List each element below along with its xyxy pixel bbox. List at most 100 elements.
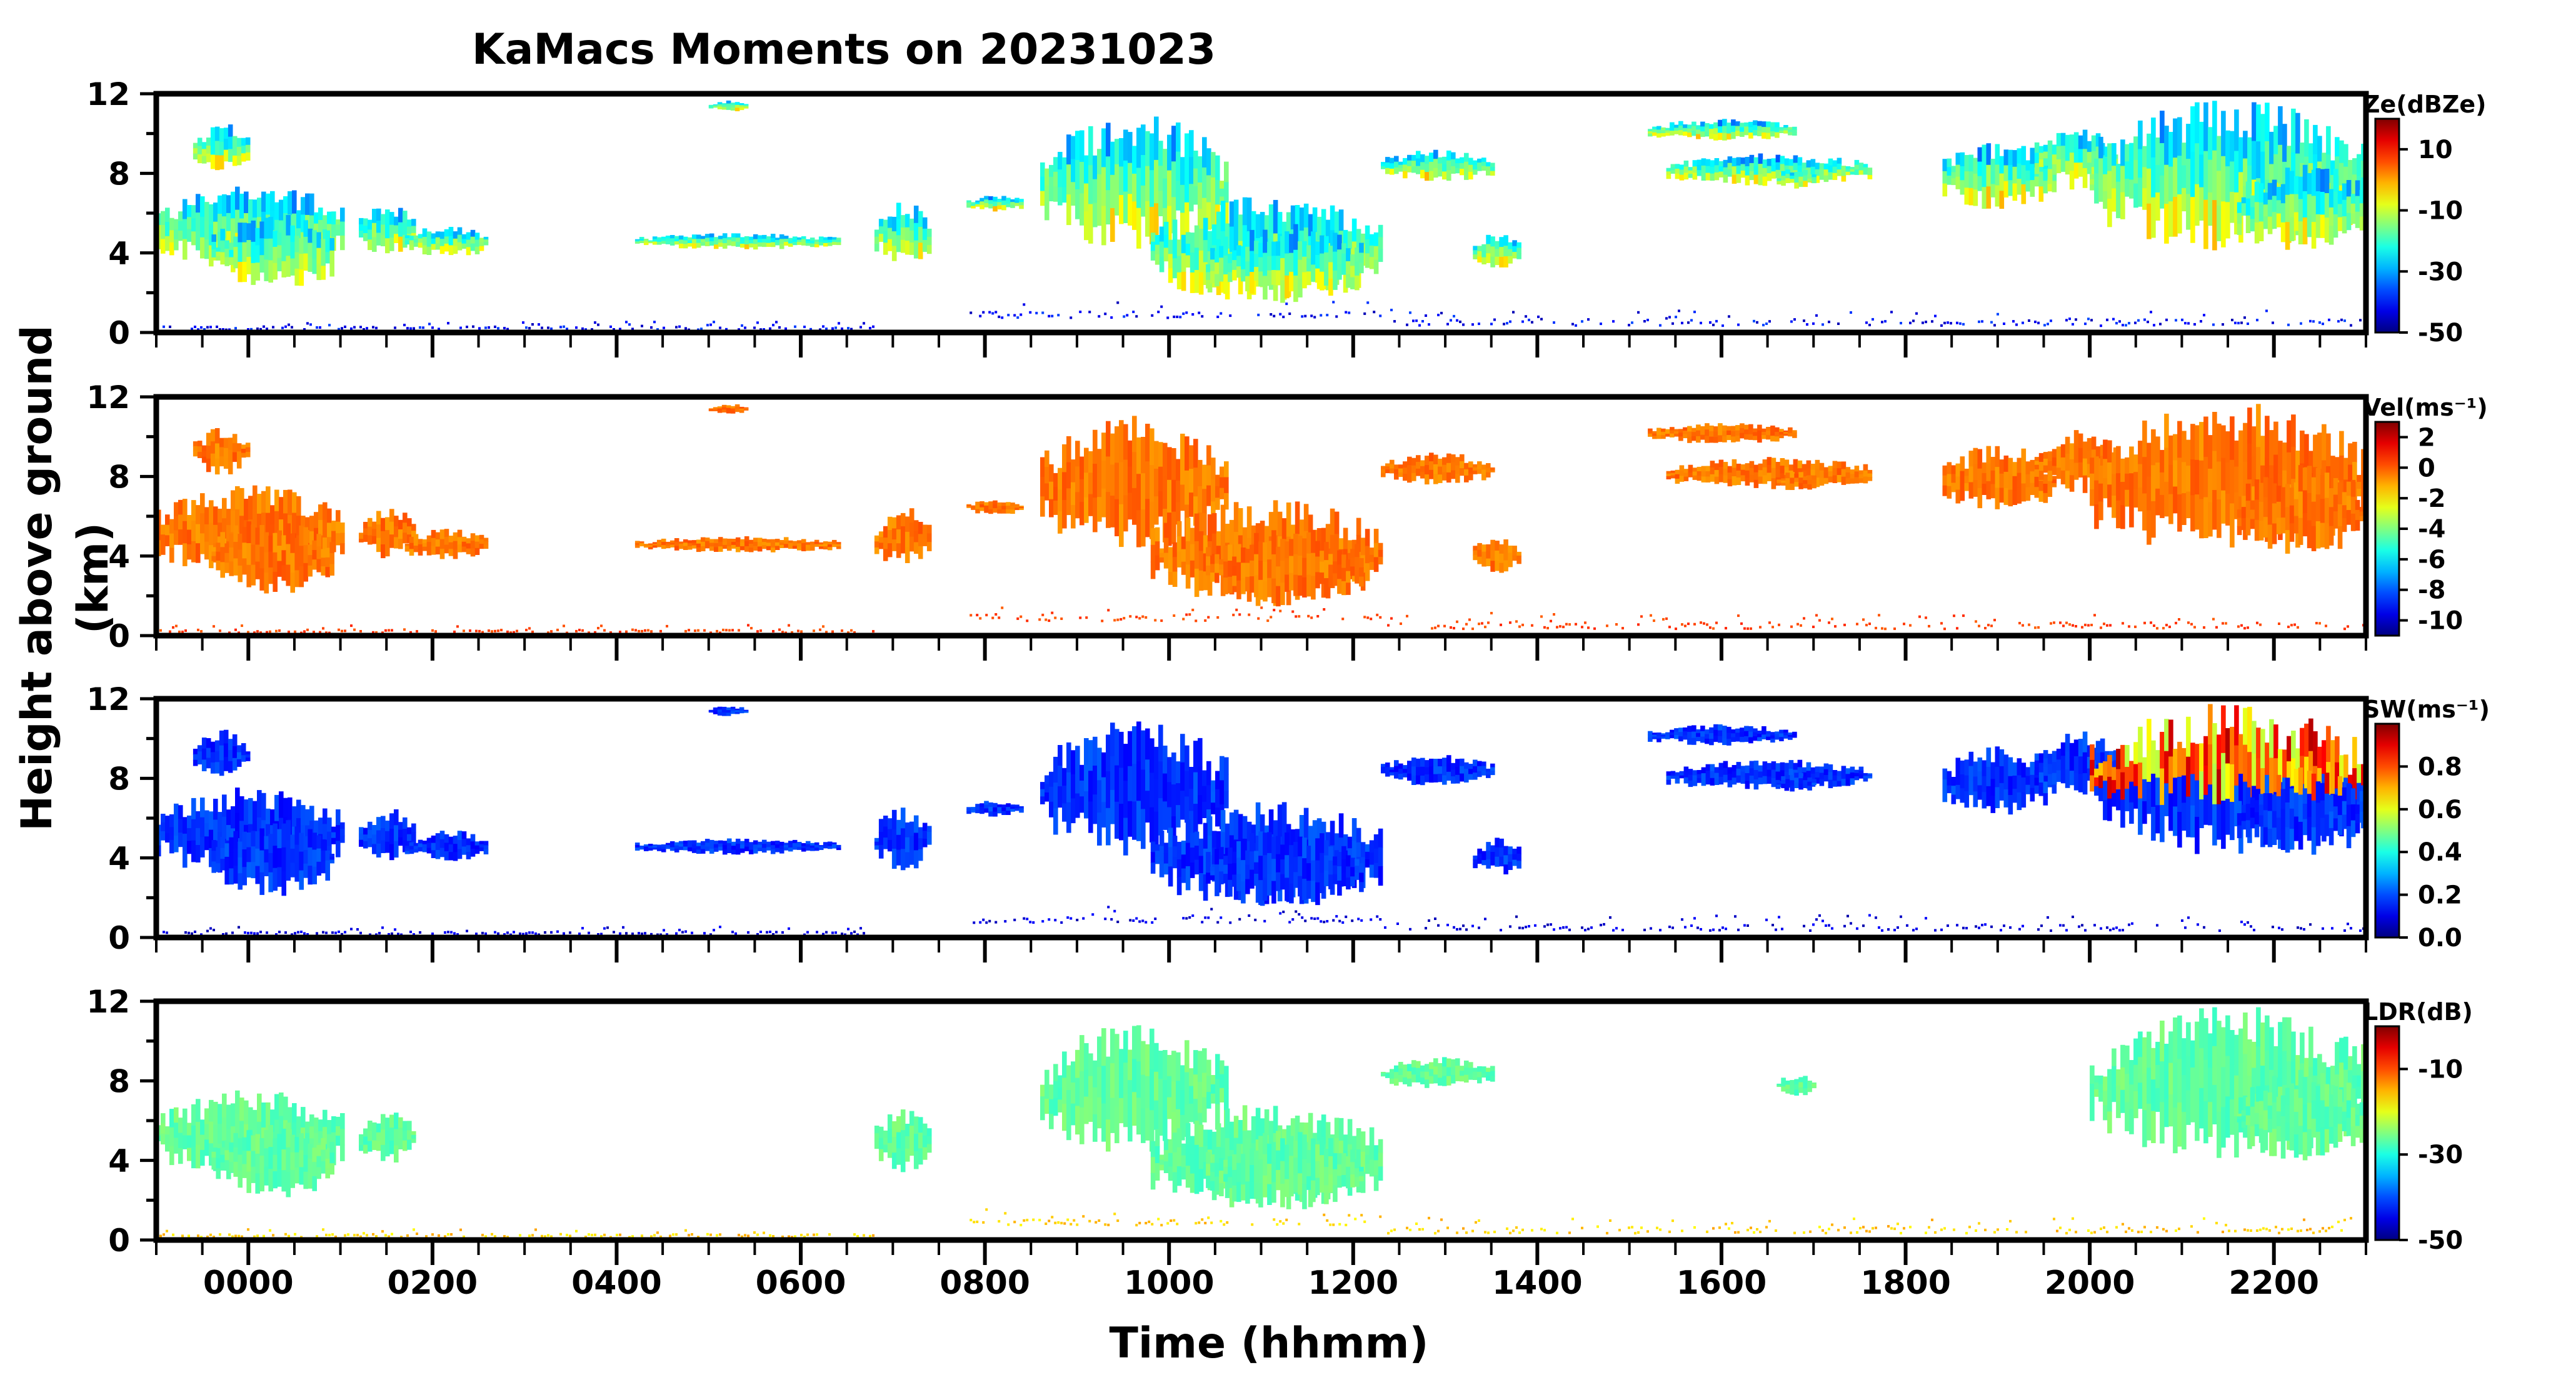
clutter-point [281,327,284,329]
echo-cell [321,549,326,559]
echo-cell [709,238,714,242]
echo-cell [1211,479,1216,502]
echo-cell [259,568,264,591]
echo-cell [1176,459,1181,481]
echo-cell [883,549,888,561]
echo-cell [1101,206,1106,245]
echo-cell [1177,521,1182,537]
clutter-point [2047,322,2049,325]
echo-cell [1180,434,1185,460]
echo-cell [318,818,323,834]
echo-cell [466,549,471,554]
echo-cell [749,540,754,544]
echo-cell [1433,455,1438,465]
clutter-point [976,614,978,616]
echo-cell [1365,239,1370,254]
echo-cell [327,522,332,538]
echo-cell [810,548,815,551]
echo-cell [1776,462,1781,470]
echo-cell [228,462,233,474]
echo-cell [1713,432,1718,438]
echo-cell [1119,167,1124,196]
echo-cell [2225,202,2230,238]
clutter-point [1104,312,1106,315]
echo-cell [1982,166,1987,188]
echo-cell [1115,426,1120,463]
echo-cell [2048,141,2053,156]
echo-cell [775,539,780,543]
echo-cell [1451,166,1456,174]
echo-cell [635,242,640,244]
clutter-point [1750,628,1752,630]
clutter-point [628,323,631,326]
echo-cell [2269,132,2274,165]
clutter-point [463,629,465,632]
echo-cell [2164,204,2169,244]
echo-cell [905,516,910,532]
clutter-point [1753,320,1755,322]
echo-cell [1680,471,1685,477]
echo-cell [1359,262,1364,273]
echo-cell [2342,184,2347,201]
echo-cell [1141,124,1146,156]
echo-cell [1211,178,1216,204]
echo-cell [376,538,381,552]
echo-cell [709,840,714,845]
clutter-point [409,328,412,330]
echo-cell [1282,518,1287,540]
clutter-point [581,328,584,330]
echo-cell [1350,549,1355,558]
echo-cell [2138,488,2143,511]
echo-cell [1701,466,1706,472]
echo-cell [1473,161,1478,166]
echo-cell [440,549,445,559]
echo-cell [1960,180,1965,194]
echo-cell [2281,518,2286,533]
echo-cell [2133,184,2138,208]
echo-cell [1718,436,1723,442]
echo-cell [1206,280,1211,289]
clutter-point [475,630,478,632]
echo-cell [1049,482,1054,500]
echo-cell [331,211,336,225]
echo-cell [1212,513,1217,534]
echo-cell [418,549,423,556]
echo-cell [784,848,789,851]
echo-cell [914,241,919,259]
echo-cell [169,814,174,828]
clutter-point [184,629,187,632]
echo-cell [389,813,394,829]
echo-cell [2268,200,2273,218]
echo-cell [241,453,246,458]
echo-cell [303,563,308,582]
echo-cell [2035,487,2040,498]
echo-cell [1119,462,1124,505]
echo-cell [639,241,644,243]
clutter-point [1940,324,1943,327]
echo-cell [1731,426,1736,432]
echo-cell [1868,171,1873,176]
echo-cell [1346,248,1351,262]
echo-cell [2263,204,2268,217]
echo-cell [453,532,458,542]
clutter-point [1659,324,1661,327]
echo-cell [1015,203,1020,206]
echo-cell [1378,249,1383,262]
echo-cell [762,848,767,853]
echo-cell [215,459,220,474]
echo-cell [1763,468,1768,476]
echo-cell [2074,430,2079,447]
echo-cell [239,194,244,219]
echo-cell [1306,258,1311,272]
echo-cell [1732,158,1737,167]
echo-cell [255,528,260,545]
echo-cell [251,221,256,242]
echo-cell [1943,159,1948,172]
echo-cell [1781,176,1786,181]
echo-cell [1189,445,1194,469]
echo-cell [1820,174,1825,180]
echo-cell [316,232,321,249]
echo-cell [2351,214,2356,224]
clutter-point [1195,619,1197,622]
echo-cell [993,206,998,212]
